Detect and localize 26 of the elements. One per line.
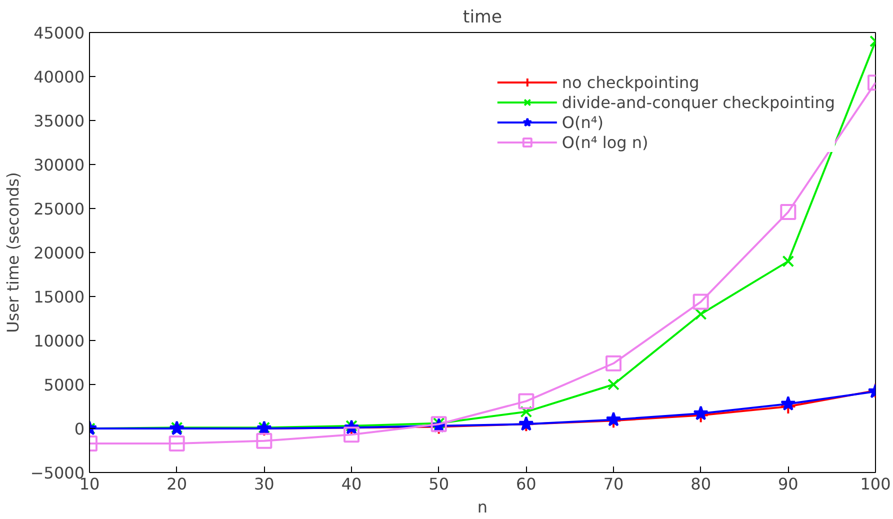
x-tick-label: 100 [860, 474, 891, 494]
legend-label: O(n⁴ log n) [562, 132, 648, 152]
x-tick-label: 30 [254, 474, 274, 494]
x-tick-label: 70 [603, 474, 624, 494]
x-tick-label: 80 [690, 474, 712, 494]
y-tick-label: 25000 [34, 200, 85, 218]
x-tick-label: 20 [166, 474, 188, 494]
y-tick-label: 20000 [34, 244, 85, 262]
x-tick-label: 90 [778, 474, 798, 494]
y-tick-label: 30000 [34, 156, 85, 174]
legend-label: O(n⁴) [562, 112, 604, 132]
y-axis-title: User time (seconds) [3, 172, 22, 333]
y-tick-label: 35000 [34, 112, 85, 130]
x-tick-label: 40 [341, 474, 362, 494]
y-tick-label: 40000 [34, 68, 85, 86]
y-tick-label: 10000 [34, 332, 85, 350]
legend-label: no checkpointing [562, 72, 700, 92]
legend-label: divide-and-conquer checkpointing [562, 92, 835, 112]
x-tick-label: 50 [428, 474, 450, 494]
y-tick-label: 5000 [44, 376, 84, 394]
x-axis-title: n [477, 498, 488, 516]
y-tick-label: 15000 [34, 288, 85, 306]
x-tick-label: 60 [516, 474, 536, 494]
y-tick-label: 45000 [34, 24, 85, 42]
chart-title: time [462, 8, 502, 28]
y-tick-label: 0 [74, 420, 85, 438]
